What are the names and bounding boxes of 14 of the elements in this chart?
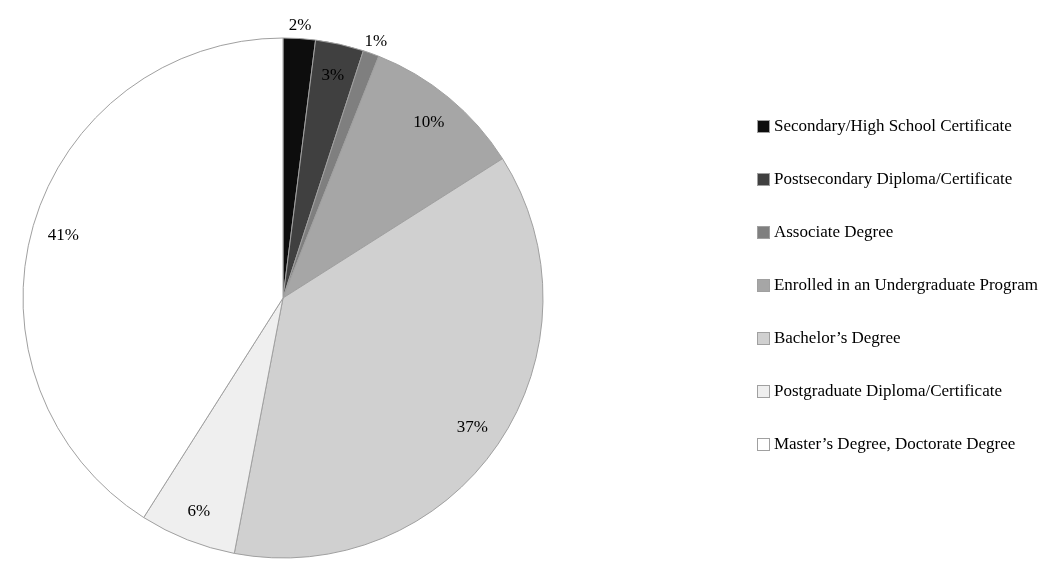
data-label: 37%	[456, 417, 488, 437]
legend-label: Bachelor’s Degree	[773, 328, 901, 348]
data-label: 1%	[364, 30, 388, 50]
legend-label: Postgraduate Diploma/Certificate	[773, 381, 1002, 401]
legend-label: Associate Degree	[773, 222, 894, 242]
data-label: 10%	[413, 112, 445, 132]
legend-label: Enrolled in an Undergraduate Program	[773, 275, 1038, 295]
data-label: 2%	[288, 15, 312, 35]
legend-label: Postsecondary Diploma/Certificate	[773, 169, 1013, 189]
legend-label: Master’s Degree, Doctorate Degree	[773, 434, 1016, 454]
data-label: 3%	[321, 65, 345, 85]
data-label: 41%	[47, 224, 79, 244]
legend-label: Secondary/High School Certificate	[773, 116, 1012, 136]
data-label: 6%	[187, 501, 211, 521]
